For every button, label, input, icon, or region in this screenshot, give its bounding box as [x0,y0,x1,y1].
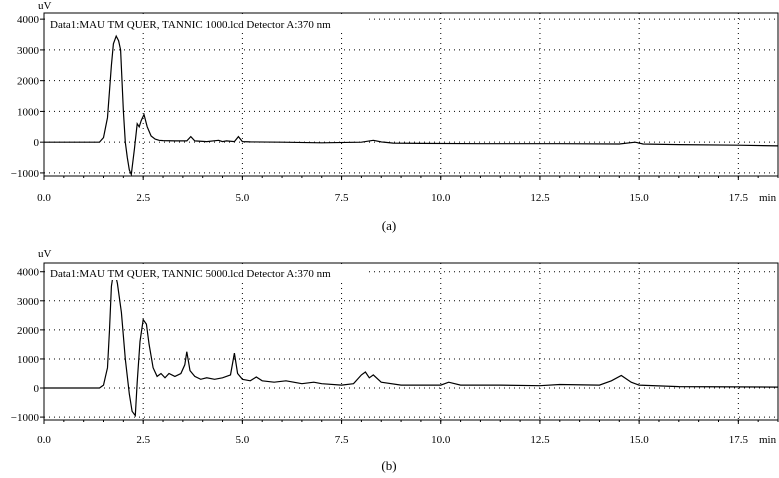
x-tick-label: 15.0 [630,434,650,446]
chromatogram-trace [44,272,779,418]
panel-a: 4000 3000 2000 1000 0 −1000 0.0 2.5 5.0 7.5 10.0 1… [11,0,779,233]
y-tick-label: 3000 [17,45,40,57]
x-tick-label: 2.5 [136,434,150,446]
x-tick-label: 15.0 [630,192,650,204]
chromatogram-trace [44,34,779,177]
x-tick-label: 10.0 [431,192,451,204]
x-unit-label: min [759,434,777,446]
y-tick-label: 0 [34,383,40,395]
y-tick-label: 1000 [17,354,40,366]
x-tick-label: 12.5 [530,434,550,446]
x-tick-label: 10.0 [431,434,451,446]
y-axis: 4000 3000 2000 1000 0 −1000 [11,14,44,180]
y-tick-label: −1000 [11,168,40,180]
figure-caption: (b) [381,458,396,473]
y-tick-label: 2000 [17,76,40,88]
x-tick-label: 17.5 [729,192,749,204]
x-axis: 0.0 2.5 5.0 7.5 10.0 12.5 15.0 17.5 [37,176,779,204]
x-tick-label: 17.5 [729,434,749,446]
plot-frame [43,262,779,421]
y-tick-label: 1000 [17,106,40,118]
y-tick-label: −1000 [11,412,40,424]
x-axis: 0.0 2.5 5.0 7.5 10.0 12.5 15.0 17.5 [37,420,779,446]
x-tick-label: 0.0 [37,434,51,446]
grid [43,263,778,420]
x-unit-label: min [759,192,777,204]
x-tick-label: 12.5 [530,192,550,204]
y-tick-label: 4000 [17,14,40,26]
x-tick-label: 5.0 [236,192,250,204]
x-tick-label: 7.5 [335,192,349,204]
x-tick-label: 2.5 [136,192,150,204]
chart-title: Data1:MAU TM QUER, TANNIC 1000.lcd Detec… [50,19,331,31]
panel-b: 4000 3000 2000 1000 0 −1000 0.0 2.5 5.0 7.5 10.0 1… [11,248,779,473]
y-tick-label: 2000 [17,325,40,337]
grid [43,13,778,176]
x-tick-label: 7.5 [335,434,349,446]
chart-title: Data1:MAU TM QUER, TANNIC 5000.lcd Detec… [50,268,331,280]
y-axis: 4000 3000 2000 1000 0 −1000 [11,267,44,424]
y-tick-label: 0 [34,137,40,149]
x-tick-label: 0.0 [37,192,51,204]
plot-frame [43,12,779,177]
x-tick-label: 5.0 [236,434,250,446]
y-unit-label: uV [38,248,52,260]
y-tick-label: 4000 [17,267,40,279]
y-tick-label: 3000 [17,296,40,308]
figure-caption: (a) [382,218,396,233]
y-unit-label: uV [38,0,52,12]
